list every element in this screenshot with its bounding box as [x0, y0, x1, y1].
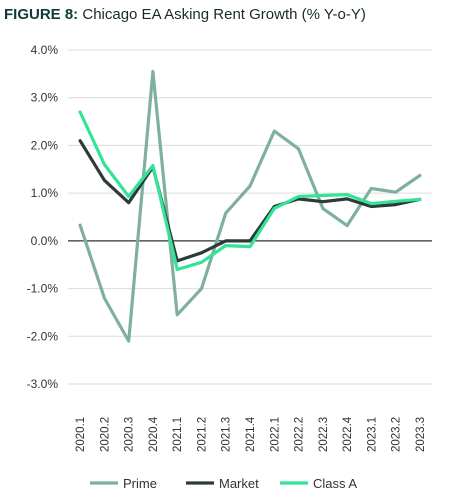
x-tick-label: 2020.4 — [148, 416, 160, 452]
legend-label-market: Market — [219, 476, 259, 491]
x-tick-label: 2022.2 — [294, 417, 306, 452]
x-tick-label: 2021.3 — [221, 417, 233, 452]
x-tick-label: 2022.1 — [269, 417, 281, 452]
chart-title: FIGURE 8: Chicago EA Asking Rent Growth … — [4, 6, 366, 23]
y-tick-label: 1.0% — [31, 186, 59, 200]
x-tick-label: 2020.2 — [99, 417, 111, 452]
x-tick-label: 2023.3 — [415, 417, 427, 452]
x-tick-label: 2023.2 — [391, 417, 403, 452]
series-line-class-a — [78, 110, 422, 272]
x-tick-label: 2021.4 — [245, 416, 257, 452]
x-tick-label: 2020.1 — [75, 417, 87, 452]
series-line-market — [78, 139, 422, 263]
x-tick-label: 2021.1 — [172, 417, 184, 452]
y-tick-label: -2.0% — [27, 329, 59, 343]
y-tick-label: -3.0% — [27, 377, 59, 391]
x-tick-label: 2022.3 — [318, 417, 330, 452]
x-tick-label: 2023.1 — [366, 417, 378, 452]
y-tick-label: -1.0% — [27, 282, 59, 296]
figure-label: FIGURE 8: — [4, 6, 79, 23]
x-tick-label: 2021.2 — [196, 417, 208, 452]
x-tick-label: 2020.3 — [124, 417, 136, 452]
chart-title-text: Chicago EA Asking Rent Growth (% Y-o-Y) — [82, 6, 366, 23]
y-tick-label: 4.0% — [31, 43, 59, 57]
x-tick-label: 2022.4 — [342, 416, 354, 452]
legend-label-prime: Prime — [123, 476, 157, 491]
legend-label-class-a: Class A — [313, 476, 357, 491]
y-tick-label: 2.0% — [31, 138, 59, 152]
y-tick-label: 0.0% — [31, 234, 59, 248]
y-tick-label: 3.0% — [31, 91, 59, 105]
